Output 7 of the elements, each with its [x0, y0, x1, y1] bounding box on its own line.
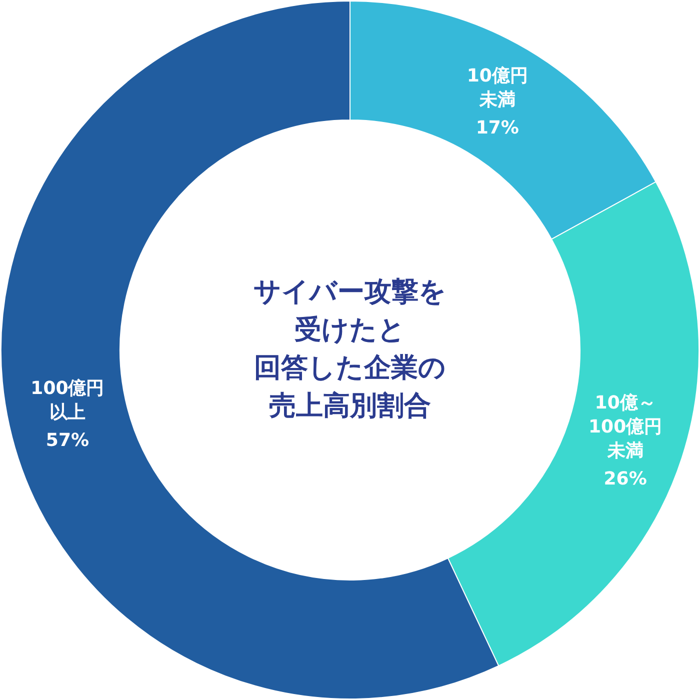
data-label: 17%: [476, 118, 519, 139]
data-label: 26%: [604, 468, 647, 490]
data-label: 57%: [46, 430, 90, 452]
slice-label: 100億円以上: [30, 378, 104, 424]
slice-label: 10億～100億円未満: [588, 392, 662, 462]
text: サイバー攻撃を受けたと回答した企業の売上高別割合: [254, 276, 446, 422]
slice-label: 10億円未満: [466, 66, 528, 111]
